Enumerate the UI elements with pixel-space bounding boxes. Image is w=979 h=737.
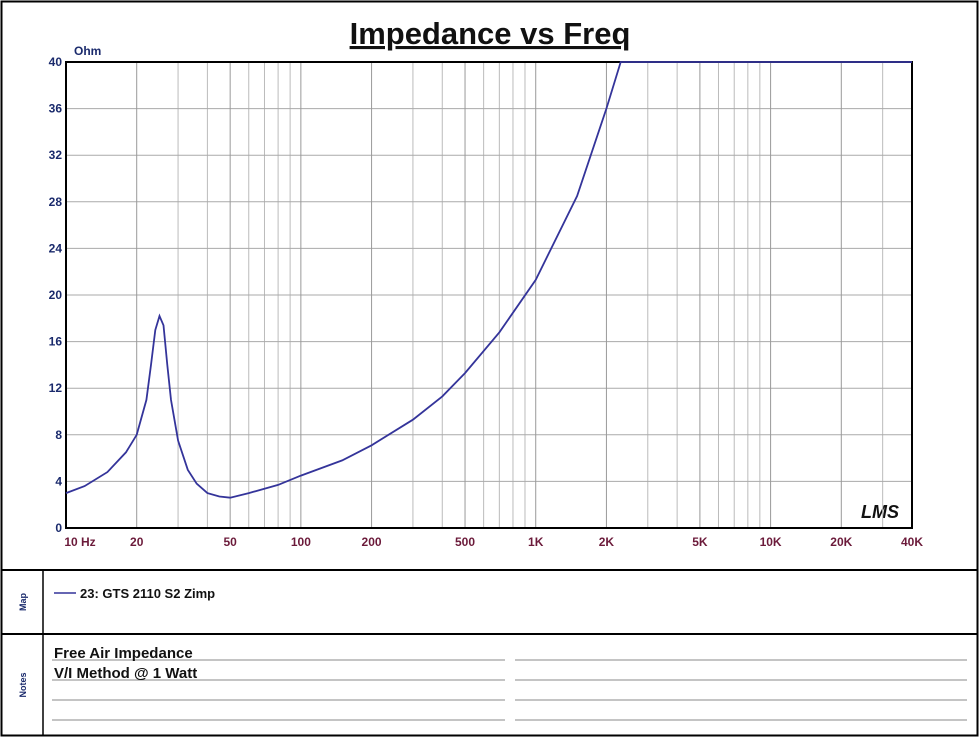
note: Free Air Impedance (54, 645, 193, 662)
x-tick-label: 5K (692, 535, 708, 549)
legend-label: 23: GTS 2110 S2 Zimp (80, 586, 215, 601)
y-tick-label: 24 (49, 241, 63, 255)
y-tick-label: 40 (49, 55, 63, 69)
y-tick-label: 32 (49, 148, 63, 162)
chart-title: Impedance vs Freq (350, 16, 631, 51)
map-label: Map (18, 592, 28, 611)
y-tick-label: 20 (49, 288, 63, 302)
y-tick-label: 4 (55, 474, 62, 488)
x-tick-label: 10K (760, 535, 782, 549)
x-tick-label: 20 (130, 535, 144, 549)
y-axis-label: Ohm (74, 44, 101, 58)
y-tick-label: 28 (49, 195, 63, 209)
y-tick-label: 0 (55, 521, 62, 535)
x-tick-label: 40K (901, 535, 923, 549)
y-tick-label: 36 (49, 102, 63, 116)
note: V/I Method @ 1 Watt (54, 665, 197, 682)
x-tick-label: 1K (528, 535, 544, 549)
x-tick-label: 20K (830, 535, 852, 549)
x-tick-label: 200 (362, 535, 382, 549)
x-tick-label: 50 (223, 535, 237, 549)
line-series (65, 61, 912, 499)
x-tick-label: 100 (291, 535, 311, 549)
notes-label: Notes (18, 672, 28, 697)
x-tick-label: 500 (455, 535, 475, 549)
y-tick-label: 16 (49, 335, 63, 349)
note-lines (52, 659, 967, 721)
x-tick-label: 2K (599, 535, 615, 549)
plot-frame (65, 61, 913, 529)
logo: LMS (861, 502, 899, 522)
y-tick-label: 12 (49, 381, 63, 395)
y-tick-label: 8 (55, 428, 62, 442)
x-tick-label: 10 Hz (64, 535, 95, 549)
